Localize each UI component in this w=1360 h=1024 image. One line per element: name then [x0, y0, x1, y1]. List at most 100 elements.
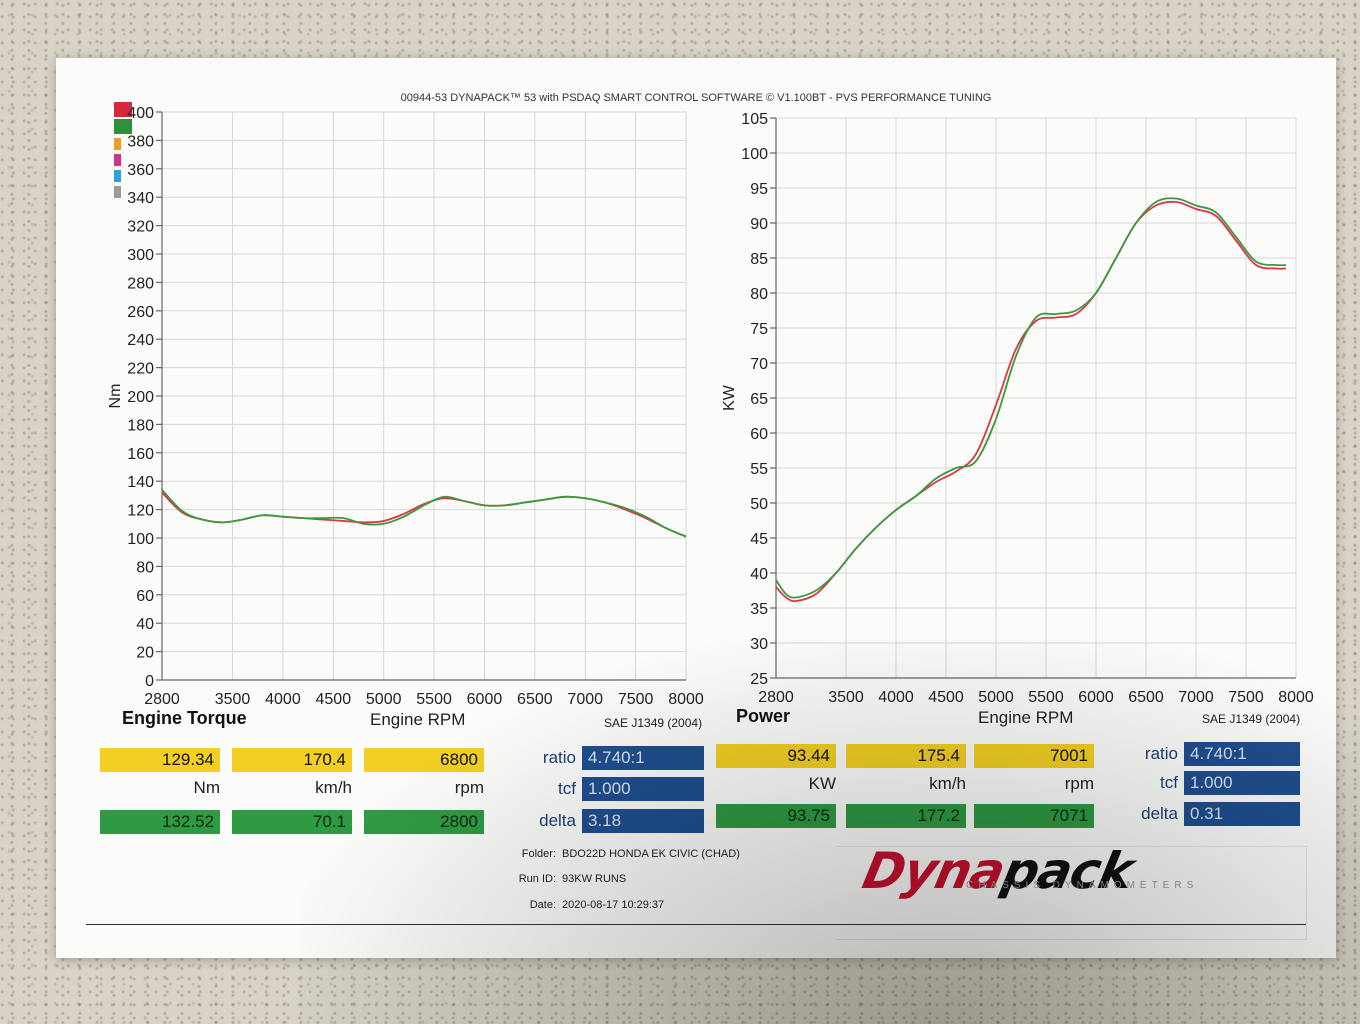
y-tick-label: 140 — [127, 474, 154, 491]
x-tick-label: 4000 — [265, 691, 301, 708]
y-tick-label: 380 — [127, 133, 154, 150]
delta-label: delta — [539, 811, 576, 830]
x-tick-label: 3500 — [215, 691, 251, 708]
legend-swatch — [114, 170, 121, 182]
y-tick-label: 120 — [127, 503, 154, 520]
dyno-sheet: 00944-53 DYNAPACK™ 53 with PSDAQ SMART C… — [56, 58, 1336, 958]
legend-swatch — [114, 138, 121, 150]
torque-chart: 0 20 40 60 80 100 120 140 160 180 200 220 240 260 280 3… — [107, 105, 704, 708]
y-tick-label: 340 — [127, 190, 154, 207]
x-tick-label: 2800 — [144, 691, 180, 708]
y-tick-label: 100 — [741, 146, 768, 163]
y-tick-label: 45 — [750, 531, 768, 548]
power-ratio-label: ratio — [1144, 744, 1178, 763]
x-tick-label: 2800 — [758, 689, 794, 706]
grid — [775, 117, 1297, 679]
power-end-speed: 177.2 — [846, 804, 966, 828]
power-tcf-value: 1.000 — [1184, 771, 1300, 795]
y-tick-label: 360 — [127, 162, 154, 179]
y-tick-label: 60 — [136, 588, 154, 605]
date-label: Date: — [529, 899, 556, 911]
y-tick-label: 180 — [127, 417, 154, 434]
torque-start-rpm: 2800 — [364, 810, 484, 834]
x-tick-label: 4500 — [928, 689, 964, 706]
folder-label: Folder: — [521, 848, 556, 860]
series-line-1 — [161, 491, 687, 538]
run-label: Run ID: — [518, 873, 556, 885]
run-value: 93KW RUNS — [562, 873, 627, 885]
tcf-label: tcf — [558, 779, 576, 798]
power-unit: KW — [808, 774, 836, 793]
date-value: 2020-08-17 10:29:37 — [562, 899, 665, 911]
speed-unit: km/h — [315, 778, 352, 797]
x-tick-label: 8000 — [1278, 689, 1314, 706]
y-tick-label: 20 — [136, 645, 154, 662]
x-tick-label: 6500 — [517, 691, 553, 708]
y-axis-label: Nm — [107, 384, 124, 409]
x-tick-label: 6500 — [1128, 689, 1164, 706]
y-tick-label: 90 — [750, 216, 768, 233]
y-tick-label: 50 — [750, 496, 768, 513]
series-line-1 — [775, 200, 1287, 603]
legend-swatch — [114, 102, 132, 117]
tcf-value: 1.000 — [582, 777, 704, 801]
torque-title: Engine Torque — [122, 708, 247, 728]
ratio-value: 4.740:1 — [582, 746, 704, 770]
x-tick-label: 8000 — [668, 691, 704, 708]
logo-part1: Dyna — [857, 842, 1010, 900]
torque-standard: SAE J1349 (2004) — [604, 716, 703, 730]
y-tick-label: 40 — [136, 616, 154, 633]
torque-unit: Nm — [193, 778, 220, 797]
power-title: Power — [736, 706, 791, 726]
power-delta-value: 0.31 — [1184, 802, 1300, 826]
x-tick-label: 7000 — [1178, 689, 1214, 706]
power-chart: 25 30 35 40 45 50 55 60 65 70 75 80 85 90 95 100 105 2800… — [721, 111, 1314, 706]
dynapack-logo: Dynapack — [858, 842, 1138, 900]
y-tick-label: 0 — [145, 673, 154, 690]
torque-start-value: 132.52 — [100, 810, 220, 834]
y-tick-label: 80 — [750, 286, 768, 303]
y-tick-label: 100 — [127, 531, 154, 548]
power-peak-value: 93.44 — [716, 744, 836, 768]
logo-frame — [836, 846, 1307, 940]
run-info: Run ID: 93KW RUNS — [516, 873, 626, 885]
y-tick-label: 65 — [750, 391, 768, 408]
x-tick-label: 5500 — [416, 691, 452, 708]
x-tick-label: 5000 — [978, 689, 1014, 706]
y-tick-label: 240 — [127, 332, 154, 349]
power-ratio-value: 4.740:1 — [1184, 742, 1300, 766]
power-speed-unit: km/h — [929, 774, 966, 793]
power-xlabel: Engine RPM — [978, 708, 1074, 727]
x-tick-label: 6000 — [1078, 689, 1114, 706]
logo-part2: pack — [997, 842, 1139, 900]
y-tick-label: 95 — [750, 181, 768, 198]
y-tick-label: 260 — [127, 304, 154, 321]
power-peak-rpm: 7001 — [974, 744, 1094, 768]
logo-subtitle: CHASSIS DYNAMOMETERS — [966, 880, 1199, 891]
y-tick-label: 300 — [127, 247, 154, 264]
x-tick-label: 6000 — [467, 691, 503, 708]
rpm-unit: rpm — [454, 778, 484, 797]
torque-xlabel: Engine RPM — [370, 710, 466, 729]
y-tick-label: 160 — [127, 446, 154, 463]
y-tick-label: 85 — [750, 251, 768, 268]
y-tick-label: 35 — [750, 601, 768, 618]
power-tcf-label: tcf — [1160, 773, 1178, 792]
legend-swatch — [114, 154, 121, 166]
x-tick-label: 7500 — [1228, 689, 1264, 706]
y-tick-label: 400 — [127, 105, 154, 122]
grid — [161, 111, 687, 681]
series-line-2 — [775, 197, 1287, 599]
x-tick-label: 4000 — [878, 689, 914, 706]
y-tick-label: 30 — [750, 636, 768, 653]
x-tick-label: 7000 — [567, 691, 603, 708]
date-info: Date: 2020-08-17 10:29:37 — [516, 899, 664, 911]
footer-divider — [86, 924, 1306, 925]
y-axis-label: KW — [721, 384, 738, 411]
torque-peak-rpm: 6800 — [364, 748, 484, 772]
x-tick-label: 5000 — [366, 691, 402, 708]
power-delta-label: delta — [1141, 804, 1178, 823]
torque-peak-speed: 170.4 — [232, 748, 352, 772]
y-tick-label: 75 — [750, 321, 768, 338]
power-end-value: 93.75 — [716, 804, 836, 828]
